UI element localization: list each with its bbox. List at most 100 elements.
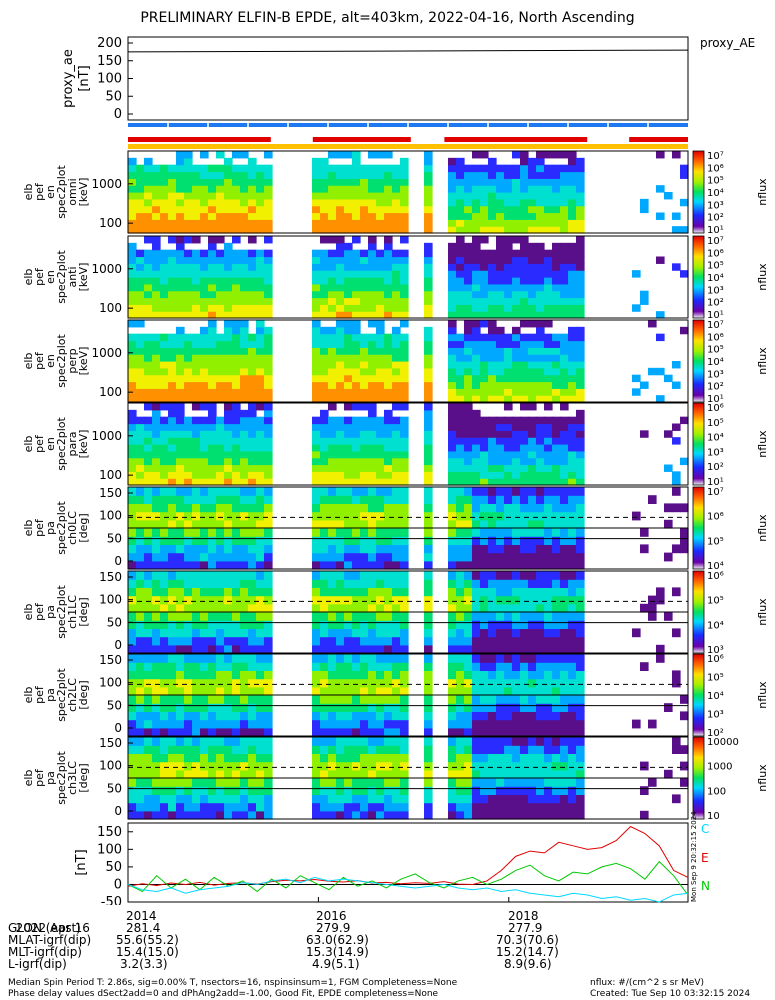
colorbar-tick: 10⁵ — [707, 345, 724, 356]
spectrogram-ylabel: elb — [22, 184, 35, 201]
proxy-ae-legend: proxy_AE — [700, 36, 755, 50]
mag-ytick: 100 — [97, 842, 122, 857]
colorbar-label: nflux — [756, 178, 769, 206]
mag-ytick: 0 — [114, 877, 122, 892]
colorbar-label: nflux — [756, 347, 769, 375]
fgm-segment-bar — [444, 137, 588, 142]
footer-value: 2016 — [316, 909, 347, 923]
colorbar-tick: 10¹ — [707, 477, 724, 488]
legend-C: C — [701, 822, 709, 836]
spectrogram-ylabel: [keV] — [77, 178, 90, 207]
colorbar-tick: 10⁵ — [707, 596, 724, 607]
spectrogram-ylabel: [deg] — [77, 597, 90, 626]
spectrogram-ylabel: pef — [33, 434, 46, 453]
footer-value: 63.0(62.9) — [306, 933, 369, 947]
footer-value: 15.2(14.7) — [496, 945, 559, 959]
spectrogram-ylabel: elb — [22, 520, 35, 537]
spectrogram-ytick: 150 — [99, 653, 122, 667]
spectrogram-ytick: 1000 — [91, 429, 122, 443]
colorbar-tick: 10⁴ — [707, 691, 724, 702]
footer-value: 15.4(15.0) — [116, 945, 179, 959]
series-line-N — [127, 860, 689, 896]
colorbar-tick: 10 — [707, 811, 720, 822]
colorbar-tick: 10³ — [707, 285, 724, 296]
colorbar-tick: 10³ — [707, 710, 724, 721]
spectrogram-ytick: 50 — [107, 781, 122, 795]
spectrogram-ytick: 100 — [99, 468, 122, 482]
colorbar-tick: 10⁶ — [707, 403, 724, 414]
spectrogram-ytick: 100 — [99, 216, 122, 230]
colorbar-tick: 10¹ — [707, 394, 724, 405]
spectrogram-ytick: 0 — [114, 721, 122, 735]
colorbar-tick: 10⁶ — [707, 571, 724, 582]
colorbar-tick: 10⁶ — [707, 248, 724, 259]
spectrogram-ylabel: [keV] — [77, 347, 90, 376]
spectrogram-ylabel: [deg] — [77, 680, 90, 709]
spectrogram-ylabel: spec2plot — [55, 501, 68, 555]
colorbar-tick: 100 — [707, 786, 726, 797]
spectrogram-ylabel: en — [44, 270, 57, 284]
colorbar — [692, 653, 705, 737]
spectrogram-ytick: 50 — [107, 531, 122, 545]
epde-completeness-bar — [128, 144, 688, 149]
spectrogram-ylabel: pef — [33, 351, 46, 370]
spectrogram-ytick: 150 — [99, 570, 122, 584]
spectrogram-ytick: 1000 — [91, 177, 122, 191]
spectrogram-ylabel: perp — [66, 348, 79, 373]
colorbar-tick: 10000 — [707, 737, 739, 748]
spectrogram-ylabel: [deg] — [77, 763, 90, 792]
spectrogram-ylabel: ch2LC — [66, 678, 79, 712]
footer-value: 15.3(14.9) — [306, 945, 369, 959]
colorbar-tick: 10¹ — [707, 225, 724, 236]
spectrogram-ylabel: spec2plot — [55, 417, 68, 471]
proxy-ae-ytick: 150 — [97, 54, 122, 69]
spectrogram-ylabel: spec2plot — [55, 585, 68, 639]
spectrogram-ytick: 1000 — [91, 346, 122, 360]
colorbar — [692, 486, 705, 570]
mag-ytick: -50 — [101, 895, 122, 905]
colorbar-tick: 10⁴ — [707, 433, 724, 444]
footer-value: 70.3(70.6) — [496, 933, 559, 947]
colorbar-tick: 10³ — [707, 369, 724, 380]
spectrogram-ylabel: ch3LC — [66, 761, 79, 795]
spectrogram-ylabel: spec2plot — [55, 250, 68, 304]
nflux-units: nflux: #/(cm^2 s sr MeV) — [590, 978, 704, 988]
colorbar-tick: 10⁵ — [707, 673, 724, 684]
spectrogram-ytick: 100 — [99, 509, 122, 523]
proxy-ae-ytick: 200 — [97, 36, 122, 51]
colorbar-tick: 10² — [707, 382, 724, 393]
colorbar-tick: 10⁴ — [707, 561, 724, 572]
spectrogram-ylabel: elb — [22, 604, 35, 621]
spectrogram-ylabel: pa — [44, 605, 57, 619]
colorbar-label: nflux — [756, 263, 769, 291]
footer-label: GLON (east) — [8, 921, 81, 935]
proxy-ae-ytick: 0 — [114, 107, 122, 122]
colorbar-tick: 10⁶ — [707, 163, 724, 174]
colorbar-tick: 10⁶ — [707, 332, 724, 343]
footer-value: 2018 — [508, 909, 539, 923]
colorbar-tick: 10² — [707, 298, 724, 309]
spectrogram-ytick: 150 — [99, 486, 122, 500]
colorbar-tick: 10¹ — [707, 310, 724, 321]
colorbar-tick: 1000 — [707, 762, 732, 773]
colorbar-label: nflux — [756, 430, 769, 458]
colorbar-tick: 10⁶ — [707, 512, 724, 523]
proxy-ae-yunit: [nT] — [77, 65, 92, 91]
colorbar-tick: 10⁴ — [707, 188, 724, 199]
footer-value: 2014 — [126, 909, 157, 923]
spectrogram-ytick: 1000 — [91, 262, 122, 276]
footer-row-0: 2022 Apr 16 — [8, 910, 90, 934]
spectrogram-ylabel: para — [66, 432, 79, 457]
footer-label: L-igrf(dip) — [8, 957, 67, 971]
colorbar — [692, 319, 705, 403]
spectrogram-ylabel: spec2plot — [55, 334, 68, 388]
spectrogram-ytick: 100 — [99, 676, 122, 690]
proxy-ae-panel: 200 150 100 50 0 proxy_AE proxy_ae [nT] — [61, 36, 755, 122]
spectrogram-ylabel: pef — [33, 267, 46, 286]
spectrogram-ytick: 150 — [99, 736, 122, 750]
colorbar — [692, 736, 705, 820]
